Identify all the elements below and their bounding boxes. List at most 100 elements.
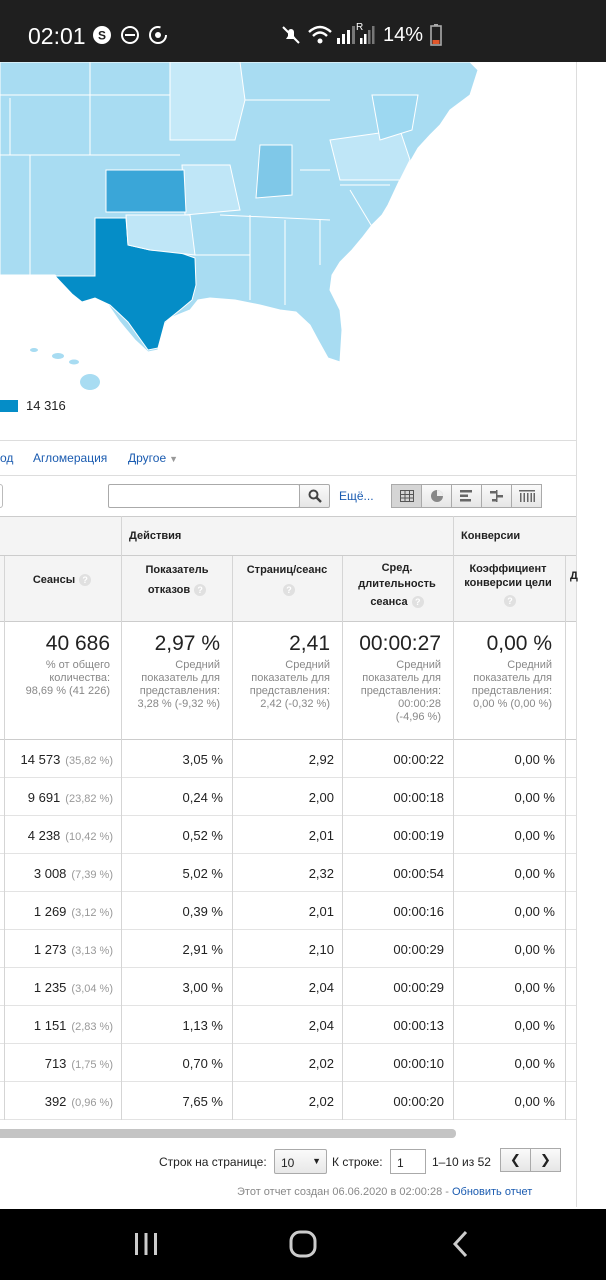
- table-row[interactable]: 1 151 (2,83 %) 1,13 % 2,04 00:00:13 0,00 …: [0, 1006, 576, 1044]
- table-row[interactable]: 3 008 (7,39 %) 5,02 % 2,32 00:00:54 0,00 …: [0, 854, 576, 892]
- horizontal-scrollbar[interactable]: [0, 1129, 456, 1138]
- cell-duration: 00:00:18: [393, 790, 444, 805]
- total-sessions-value: 40 686: [45, 632, 110, 655]
- note-line: 3,28 % (-9,32 %): [137, 698, 220, 710]
- map-hawaii: [30, 348, 100, 390]
- geo-map[interactable]: [0, 62, 576, 440]
- note-line: Средний: [396, 659, 441, 671]
- search-input[interactable]: [108, 484, 300, 508]
- help-icon[interactable]: ?: [194, 584, 207, 597]
- cell-bounce: 0,24 %: [182, 790, 223, 805]
- prev-page-button[interactable]: ❮: [500, 1148, 531, 1172]
- cell-conversion: 0,00 %: [514, 790, 555, 805]
- col-sessions-label: Сеансы: [32, 574, 76, 586]
- cell-bounce: 3,00 %: [182, 980, 223, 995]
- table-row[interactable]: 1 269 (3,12 %) 0,39 % 2,01 00:00:16 0,00 …: [0, 892, 576, 930]
- view-table-button[interactable]: [391, 484, 422, 508]
- help-icon[interactable]: ?: [411, 596, 424, 609]
- svg-text:S: S: [98, 29, 106, 43]
- cell-sessions: 1 151 (2,83 %): [0, 1018, 113, 1033]
- view-pivot-button[interactable]: [511, 484, 542, 508]
- table-row[interactable]: 713 (1,75 %) 0,70 % 2,02 00:00:10 0,00 %: [0, 1044, 576, 1082]
- view-performance-button[interactable]: [451, 484, 482, 508]
- note-line: показатель для: [251, 672, 330, 684]
- col-bounce[interactable]: Показатель отказов?: [124, 560, 230, 600]
- table-row[interactable]: 4 238 (10,42 %) 0,52 % 2,01 00:00:19 0,00…: [0, 816, 576, 854]
- cell-conversion: 0,00 %: [514, 942, 555, 957]
- sessions-pct: (3,12 %): [71, 907, 113, 919]
- sessions-value: 9 691: [27, 790, 61, 805]
- sessions-value: 713: [44, 1056, 67, 1071]
- search-button[interactable]: [299, 484, 330, 508]
- cell-duration: 00:00:19: [393, 828, 444, 843]
- col-pages[interactable]: Страниц/сеанс ?: [234, 560, 340, 600]
- rows-per-page-select[interactable]: 10 ▼: [274, 1149, 327, 1174]
- sessions-value: 3 008: [33, 866, 67, 881]
- column-divider: [565, 556, 566, 1120]
- sessions-pct: (23,82 %): [65, 793, 113, 805]
- view-pie-button[interactable]: [421, 484, 452, 508]
- dimension-tabs: од Агломерация Другое ▼: [0, 440, 576, 476]
- data-saver-icon: [149, 26, 167, 44]
- note-line: 2,42 (-0,32 %): [260, 698, 330, 710]
- cell-sessions: 1 269 (3,12 %): [0, 904, 113, 919]
- note-line: 00:00:28: [398, 698, 441, 710]
- table-row[interactable]: 9 691 (23,82 %) 0,24 % 2,00 00:00:18 0,00…: [0, 778, 576, 816]
- cell-bounce: 2,91 %: [182, 942, 223, 957]
- next-page-button[interactable]: ❯: [530, 1148, 561, 1172]
- cell-conversion: 0,00 %: [514, 752, 555, 767]
- note-line: % от общего: [45, 659, 110, 671]
- tab-other[interactable]: Другое ▼: [128, 451, 178, 465]
- note-line: показатель для: [362, 672, 441, 684]
- cell-pages: 2,10: [308, 942, 334, 957]
- roaming-indicator: R: [356, 22, 364, 33]
- table-row[interactable]: 1 273 (3,13 %) 2,91 % 2,10 00:00:29 0,00 …: [0, 930, 576, 968]
- tab-other-label: Другое: [128, 451, 167, 465]
- header-columns: Сеансы? Показатель отказов? Страниц/сеан…: [0, 556, 576, 622]
- tab-city[interactable]: од: [0, 451, 14, 465]
- note-line: Средний: [175, 659, 220, 671]
- sessions-pct: (7,39 %): [71, 869, 113, 881]
- note-line: представления:: [139, 685, 220, 697]
- help-icon[interactable]: ?: [283, 584, 295, 597]
- cell-pages: 2,02: [308, 1094, 334, 1109]
- cell-conversion: 0,00 %: [514, 1018, 555, 1033]
- battery-icon: [430, 24, 442, 46]
- table-row[interactable]: 14 573 (35,82 %) 3,05 % 2,92 00:00:22 0,0…: [0, 740, 576, 778]
- col-pages-label: Страниц/сеанс: [246, 564, 328, 576]
- table-row[interactable]: 392 (0,96 %) 7,65 % 2,02 00:00:20 0,00 %: [0, 1082, 576, 1120]
- battery-percent: 14%: [383, 24, 424, 46]
- col-sessions[interactable]: Сеансы?: [4, 570, 120, 590]
- cell-bounce: 0,52 %: [182, 828, 223, 843]
- secondary-dimension-button[interactable]: [0, 484, 3, 508]
- cell-conversion: 0,00 %: [514, 980, 555, 995]
- total-conversion: 0,00 % Средний показатель для представле…: [456, 632, 552, 711]
- sessions-pct: (10,42 %): [65, 831, 113, 843]
- group-conversions: Конверсии: [461, 530, 521, 542]
- col-conversion-label-2: конверсии цели: [464, 577, 552, 589]
- view-comparison-button[interactable]: [481, 484, 512, 508]
- goto-row-input[interactable]: 1: [390, 1149, 426, 1174]
- pagination: Строк на странице: 10 ▼ К строке: 1 1–10…: [0, 1146, 576, 1178]
- recent-apps-icon[interactable]: [131, 1229, 161, 1259]
- total-bounce-note: Средний показатель для представления: 3,…: [124, 659, 220, 711]
- back-icon[interactable]: [446, 1229, 476, 1259]
- refresh-report-link[interactable]: Обновить отчет: [451, 1186, 533, 1198]
- advanced-link[interactable]: Ещё...: [339, 489, 374, 503]
- total-sessions: 40 686 % от общего количества: 98,69 % (…: [10, 632, 110, 698]
- skype-icon: S: [93, 26, 111, 44]
- note-line: 98,69 % (41 226): [25, 685, 110, 697]
- help-icon[interactable]: ?: [79, 574, 92, 587]
- legend-max-value: 14 316: [26, 398, 66, 413]
- note-line: Средний: [507, 659, 552, 671]
- help-icon[interactable]: ?: [504, 595, 516, 608]
- home-icon[interactable]: [288, 1229, 318, 1259]
- chevron-left-icon: ❮: [510, 1152, 521, 1167]
- cell-conversion: 0,00 %: [514, 866, 555, 881]
- table-row[interactable]: 1 235 (3,04 %) 3,00 % 2,04 00:00:29 0,00 …: [0, 968, 576, 1006]
- sessions-value: 1 235: [33, 980, 67, 995]
- tab-metro[interactable]: Агломерация: [33, 451, 108, 465]
- sessions-value: 1 273: [33, 942, 67, 957]
- col-duration[interactable]: Сред. длительность сеанса?: [344, 560, 450, 610]
- col-conversion[interactable]: Коэффициент конверсии цели ?: [456, 562, 560, 608]
